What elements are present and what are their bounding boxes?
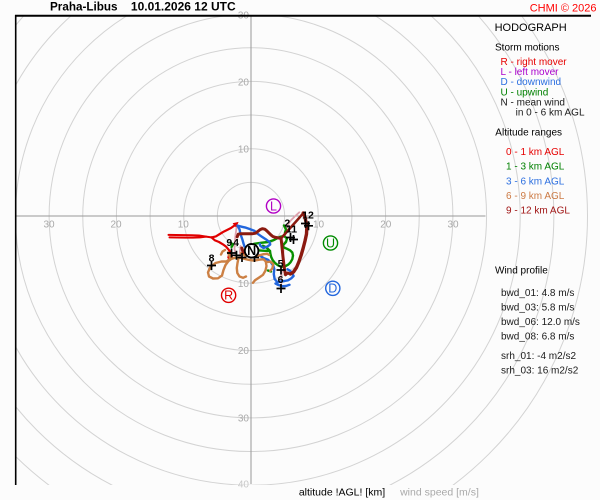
svg-text:10: 10 bbox=[313, 220, 325, 231]
svg-text:3 - 6 km AGL: 3 - 6 km AGL bbox=[506, 176, 565, 187]
svg-text:9: 9 bbox=[226, 237, 232, 249]
svg-text:Altitude ranges: Altitude ranges bbox=[495, 127, 562, 138]
svg-text:10: 10 bbox=[178, 220, 190, 231]
svg-text:srh_03: 16 m2/s2: srh_03: 16 m2/s2 bbox=[501, 366, 579, 377]
svg-text:bwd_06: 12.0 m/s: bwd_06: 12.0 m/s bbox=[501, 317, 580, 328]
svg-text:6 - 9 km AGL: 6 - 9 km AGL bbox=[506, 191, 565, 202]
svg-text:10: 10 bbox=[238, 145, 250, 156]
svg-text:Praha-Libus: Praha-Libus bbox=[50, 1, 118, 14]
svg-text:10.01.2026 12 UTC: 10.01.2026 12 UTC bbox=[131, 0, 236, 14]
svg-text:bwd_01: 4.8 m/s: bwd_01: 4.8 m/s bbox=[501, 288, 574, 299]
svg-text:1 - 3 km AGL: 1 - 3 km AGL bbox=[506, 162, 565, 173]
svg-text:Storm motions: Storm motions bbox=[495, 43, 559, 54]
svg-text:U: U bbox=[326, 236, 335, 250]
svg-text:U - upwind: U - upwind bbox=[501, 87, 549, 98]
svg-text:9 - 12 km AGL: 9 - 12 km AGL bbox=[506, 206, 570, 217]
svg-text:wind speed [m/s]: wind speed [m/s] bbox=[399, 486, 479, 498]
svg-text:30: 30 bbox=[447, 220, 459, 231]
svg-text:40: 40 bbox=[238, 480, 250, 491]
svg-text:CHMI © 2026: CHMI © 2026 bbox=[530, 2, 597, 14]
svg-text:11: 11 bbox=[286, 223, 297, 235]
svg-text:D - downwind: D - downwind bbox=[501, 77, 562, 88]
svg-text:20: 20 bbox=[380, 220, 392, 231]
svg-text:N: N bbox=[247, 244, 256, 258]
svg-text:D: D bbox=[328, 282, 337, 296]
svg-text:12: 12 bbox=[302, 210, 314, 222]
svg-text:altitude !AGL! [km]: altitude !AGL! [km] bbox=[299, 486, 385, 498]
svg-text:30: 30 bbox=[43, 220, 55, 231]
svg-text:6: 6 bbox=[278, 274, 284, 286]
svg-text:N - mean wind: N - mean wind bbox=[501, 97, 565, 108]
svg-text:R - right mover: R - right mover bbox=[501, 57, 568, 68]
svg-text:2: 2 bbox=[284, 218, 290, 230]
svg-text:20: 20 bbox=[238, 346, 250, 357]
svg-text:4: 4 bbox=[233, 237, 239, 249]
svg-text:Wind profile: Wind profile bbox=[495, 266, 548, 277]
svg-text:0 - 1 km AGL: 0 - 1 km AGL bbox=[506, 147, 565, 158]
svg-text:srh_01: -4 m2/s2: srh_01: -4 m2/s2 bbox=[501, 351, 576, 362]
svg-text:bwd_08: 6.8 m/s: bwd_08: 6.8 m/s bbox=[501, 332, 574, 343]
svg-text:20: 20 bbox=[110, 220, 122, 231]
svg-text:bwd_03: 5.8 m/s: bwd_03: 5.8 m/s bbox=[501, 303, 574, 314]
svg-text:20: 20 bbox=[238, 78, 250, 89]
svg-text:R: R bbox=[224, 289, 233, 303]
svg-text:L - left mover: L - left mover bbox=[501, 67, 560, 78]
svg-text:8: 8 bbox=[209, 252, 215, 264]
svg-text:5: 5 bbox=[278, 258, 284, 270]
svg-text:10: 10 bbox=[238, 279, 250, 290]
svg-text:in 0 - 6 km AGL: in 0 - 6 km AGL bbox=[516, 108, 585, 119]
svg-text:30: 30 bbox=[238, 414, 250, 425]
svg-text:L: L bbox=[270, 199, 277, 213]
svg-text:HODOGRAPH: HODOGRAPH bbox=[495, 22, 567, 34]
